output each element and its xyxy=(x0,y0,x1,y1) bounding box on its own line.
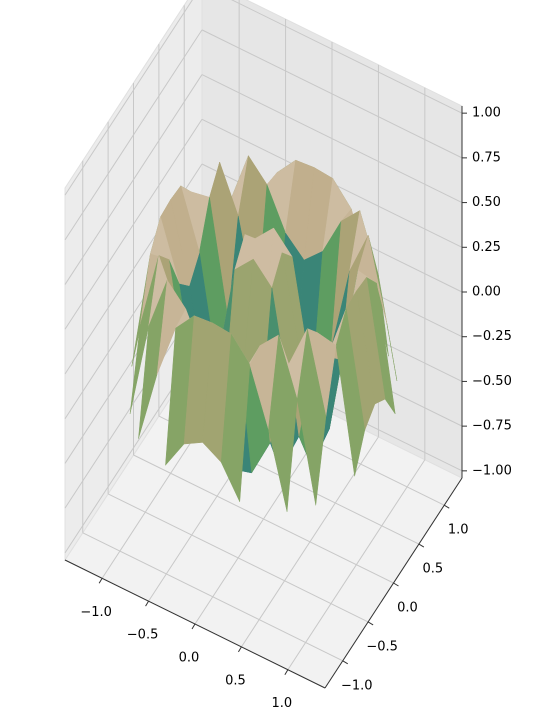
tick-mark xyxy=(393,582,399,587)
grid-line xyxy=(201,74,463,204)
y-tick-label: −0.5 xyxy=(366,639,398,654)
x-tick-label: 0.0 xyxy=(179,651,200,666)
z-tick-label: −0.75 xyxy=(472,419,512,434)
tick-mark xyxy=(98,578,103,584)
surface-facet xyxy=(268,334,298,512)
y-axis-line xyxy=(324,477,463,689)
z-tick-label: −0.50 xyxy=(472,374,512,389)
tick-mark xyxy=(237,646,242,653)
grid-line xyxy=(231,0,463,114)
y-tick-label: 1.0 xyxy=(448,523,469,538)
tick-mark xyxy=(145,600,150,607)
tick-mark xyxy=(284,669,289,675)
tick-mark xyxy=(191,623,196,630)
z-tick-label: 0.25 xyxy=(472,240,501,255)
z-tick-label: 0.75 xyxy=(472,150,501,165)
x-tick-label: −1.0 xyxy=(80,605,112,620)
z-tick-label: 1.00 xyxy=(472,106,501,121)
tick-mark xyxy=(418,543,425,548)
grid-line xyxy=(64,29,203,241)
z-tick-label: 0.50 xyxy=(472,195,501,210)
surface-facet xyxy=(335,308,366,477)
surface-facet xyxy=(296,328,327,506)
grid-line xyxy=(82,532,343,662)
z-tick-label: −0.25 xyxy=(472,329,512,344)
grid-line xyxy=(201,29,463,159)
tick-mark xyxy=(367,621,374,626)
y-tick-label: 0.5 xyxy=(423,562,444,577)
z-tick-label: −1.00 xyxy=(472,463,512,478)
grid-line xyxy=(64,119,203,330)
z-tick-label: 0.00 xyxy=(472,285,501,300)
y-tick-label: 0.0 xyxy=(397,601,418,616)
grid-line xyxy=(107,493,369,623)
grid-line xyxy=(64,0,193,196)
x-tick-label: −0.5 xyxy=(127,628,159,643)
grid-line xyxy=(64,74,203,285)
y-tick-label: −1.0 xyxy=(341,678,373,693)
x-tick-label: 0.5 xyxy=(225,673,246,688)
grid-line xyxy=(133,454,394,584)
tick-mark xyxy=(342,660,349,665)
x-axis-line xyxy=(64,559,326,689)
tick-mark xyxy=(443,504,450,509)
x-tick-label: 1.0 xyxy=(272,696,293,711)
